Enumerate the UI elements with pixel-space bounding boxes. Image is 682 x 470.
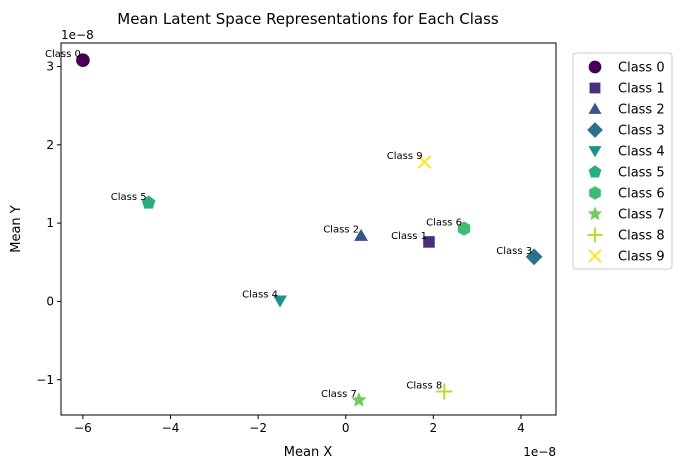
point-labels: Class 0 Class 1 Class 2 Class 3 Class 4 Class… [45, 49, 532, 400]
legend-label-8: Class 8 [618, 229, 665, 244]
legend: Class 0 Class 1 Class 2 Class 3 Class 4 Class… [572, 52, 673, 270]
data-point-label-0: Class 0 [45, 49, 81, 60]
x-tick-label-5: 4 [517, 421, 525, 435]
legend-label-0: Class 0 [618, 61, 665, 76]
legend-marker-2 [588, 102, 602, 114]
legend-marker-9 [588, 249, 602, 263]
data-point-label-4: Class 4 [242, 290, 278, 301]
data-point-4 [273, 295, 287, 308]
scatter-points [76, 53, 543, 407]
legend-label-3: Class 3 [618, 124, 665, 139]
y-axis-label: Mean Y [9, 205, 24, 253]
legend-marker-7 [587, 206, 603, 221]
x-tick-label-0: −6 [74, 421, 92, 435]
data-point-label-9: Class 9 [387, 151, 423, 162]
data-point-label-2: Class 2 [323, 225, 359, 236]
data-point-7 [351, 392, 367, 407]
data-point-1 [423, 236, 435, 248]
legend-label-9: Class 9 [618, 250, 665, 265]
legend-marker-0 [588, 60, 602, 74]
legend-label-1: Class 1 [618, 82, 665, 97]
data-point-label-7: Class 7 [321, 389, 357, 400]
data-point-label-3: Class 3 [496, 246, 532, 257]
legend-marker-5 [588, 165, 602, 178]
data-point-label-6: Class 6 [426, 218, 462, 229]
legend-label-2: Class 2 [618, 103, 665, 118]
y-tick-label-4: 3 [46, 59, 54, 73]
x-tick-label-1: −4 [162, 421, 180, 435]
legend-label-4: Class 4 [618, 145, 665, 160]
y-axis: −1 0 1 2 3 [36, 59, 61, 387]
y-offset-text: 1e−8 [61, 28, 94, 42]
legend-marker-6 [589, 186, 601, 200]
legend-label-6: Class 6 [618, 187, 665, 202]
data-point-0 [76, 53, 90, 68]
y-tick-label-2: 1 [46, 216, 54, 230]
data-point-8 [436, 383, 453, 400]
plot-area [60, 42, 557, 416]
legend-marker-8 [587, 227, 603, 243]
y-tick-label-1: 0 [46, 294, 54, 308]
chart-title: Mean Latent Space Representations for Ea… [117, 10, 499, 28]
legend-marker-1 [589, 82, 601, 94]
x-axis: −6 −4 −2 0 2 4 [74, 415, 525, 435]
legend-marker-3 [587, 122, 603, 138]
data-point-2 [354, 228, 368, 241]
data-point-label-8: Class 8 [406, 381, 442, 392]
x-tick-label-4: 2 [430, 421, 438, 435]
legend-marker-4 [588, 146, 602, 158]
x-tick-label-3: 0 [342, 421, 350, 435]
y-tick-label-3: 2 [46, 138, 54, 152]
data-point-6 [457, 221, 471, 236]
data-point-label-1: Class 1 [391, 231, 427, 242]
x-tick-label-2: −2 [249, 421, 267, 435]
x-axis-label: Mean X [284, 445, 333, 460]
data-point-9 [417, 154, 432, 170]
data-point-5 [141, 195, 156, 209]
legend-label-7: Class 7 [618, 208, 665, 223]
legend-label-5: Class 5 [618, 166, 665, 181]
data-point-label-5: Class 5 [111, 192, 147, 203]
x-offset-text: 1e−8 [523, 445, 556, 459]
y-tick-label-0: −1 [36, 373, 54, 387]
data-point-3 [525, 248, 543, 266]
